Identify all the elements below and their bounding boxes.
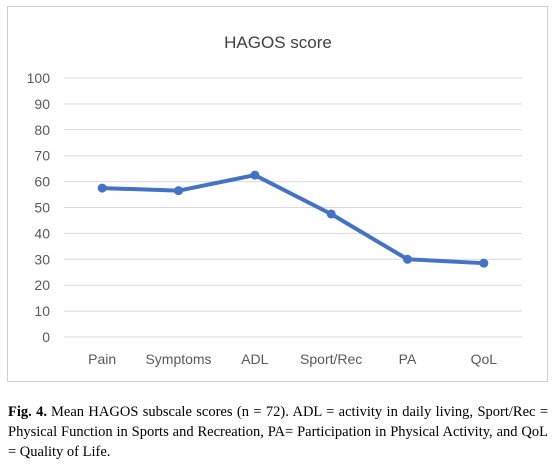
y-tick-label: 70 bbox=[34, 148, 50, 164]
y-tick-label: 80 bbox=[34, 122, 50, 138]
x-tick-label: Symptoms bbox=[145, 351, 211, 367]
data-point bbox=[174, 186, 183, 196]
y-tick-label: 20 bbox=[34, 277, 50, 293]
chart-title: HAGOS score bbox=[224, 33, 332, 52]
data-point bbox=[403, 254, 412, 264]
y-tick-label: 100 bbox=[27, 70, 51, 86]
y-tick-label: 50 bbox=[34, 200, 50, 216]
figure-caption: Fig. 4. Mean HAGOS subscale scores (n = 7… bbox=[8, 402, 548, 462]
y-tick-label: 60 bbox=[34, 174, 50, 190]
data-point bbox=[479, 258, 489, 268]
data-point bbox=[326, 209, 336, 219]
x-tick-label: PA bbox=[399, 351, 417, 367]
y-tick-label: 90 bbox=[34, 96, 50, 112]
y-tick-label: 0 bbox=[42, 329, 50, 345]
x-tick-label: Sport/Rec bbox=[300, 351, 362, 367]
line-chart: 0 10 20 30 40 50 60 70 80 90 100 Pain Symptoms ADL Spo… bbox=[27, 70, 522, 367]
caption-text: Mean HAGOS subscale scores (n = 72). ADL… bbox=[8, 404, 549, 460]
y-tick-label: 40 bbox=[34, 225, 50, 241]
chart-area bbox=[7, 6, 548, 382]
x-tick-label: QoL bbox=[471, 351, 498, 367]
series-line bbox=[100, 173, 486, 266]
data-point bbox=[97, 183, 107, 193]
caption-label: Fig. 4. bbox=[8, 404, 48, 420]
y-tick-label: 10 bbox=[34, 303, 50, 319]
x-tick-label: ADL bbox=[241, 351, 268, 367]
data-point bbox=[250, 170, 260, 180]
y-tick-label: 30 bbox=[34, 251, 50, 267]
x-tick-label: Pain bbox=[88, 351, 116, 367]
